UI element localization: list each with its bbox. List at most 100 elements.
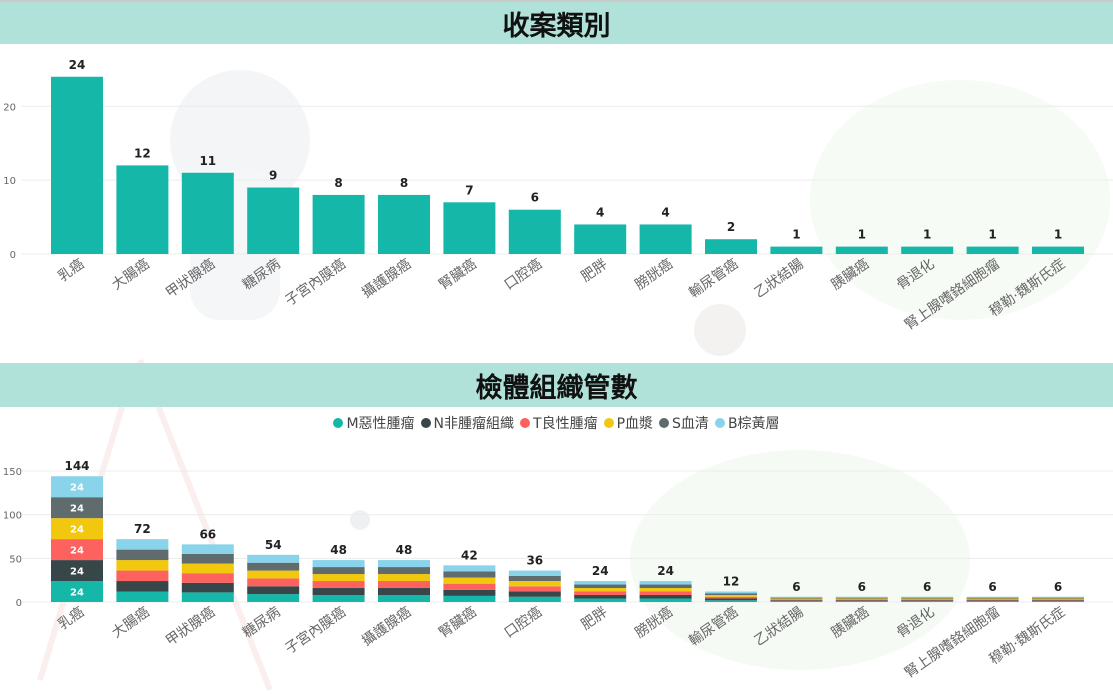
bar-segment <box>312 588 365 596</box>
bar <box>181 172 234 254</box>
bar-segment <box>639 581 692 585</box>
total-label: 6 <box>1054 580 1062 594</box>
bar-segment <box>705 595 757 597</box>
bar-segment <box>247 562 300 571</box>
bar <box>639 224 692 254</box>
x-tick-label: 腎臟癌 <box>436 256 480 293</box>
bar <box>1032 246 1084 254</box>
data-label: 1 <box>988 228 996 242</box>
bar-segment <box>1032 599 1084 601</box>
bar-segment <box>312 581 365 589</box>
legend-marker <box>603 418 614 428</box>
bar-segment <box>901 596 954 598</box>
bar-segment <box>508 586 561 592</box>
bar-segment <box>378 567 430 575</box>
bar-segment <box>639 595 692 599</box>
data-label: 9 <box>269 169 277 183</box>
data-label: 8 <box>334 176 342 190</box>
x-tick-label: 膀胱癌 <box>632 255 676 293</box>
data-label: 7 <box>465 183 473 197</box>
bar-segment <box>116 549 169 561</box>
bar-segment <box>770 598 823 600</box>
bar-segment <box>835 601 888 602</box>
bar-segment <box>312 567 365 575</box>
y-tick-label: 20 <box>3 102 16 113</box>
total-label: 6 <box>858 580 866 594</box>
bar-segment <box>835 600 888 602</box>
bar-segment <box>181 573 234 583</box>
bar <box>770 246 823 254</box>
data-label: 1 <box>1054 228 1062 242</box>
data-label: 11 <box>199 154 216 168</box>
data-label: 2 <box>727 220 735 234</box>
bar-segment <box>966 599 1019 601</box>
bar-segment <box>835 598 888 600</box>
legend-item[interactable]: P血漿 <box>603 413 654 433</box>
bar-segment <box>312 560 365 568</box>
x-tick-label: 大腸癌 <box>109 256 153 293</box>
cases-bar-chart: 0102024乳癌12大腸癌11甲狀腺癌9糖尿病8子宮內膜癌8攝護腺癌7腎臟癌6… <box>3 58 1113 334</box>
segment-label: 24 <box>70 567 84 578</box>
x-tick-label: 骨退化 <box>894 256 938 293</box>
legend-marker <box>659 418 670 428</box>
bar <box>312 194 365 254</box>
bar-segment <box>508 575 561 582</box>
bar-segment <box>508 570 561 576</box>
legend-label: P血漿 <box>616 416 654 432</box>
bar-segment <box>51 539 103 561</box>
data-label: 4 <box>596 205 604 219</box>
chart2-legend: M惡性腫瘤 N非腫瘤組織 T良性腫瘤 P血漿 S血清 B棕黃層 <box>0 413 1113 433</box>
bar-segment <box>966 598 1019 600</box>
bar-segment <box>1032 598 1084 600</box>
legend-label: B棕黃層 <box>727 416 780 432</box>
bar-segment <box>835 597 888 599</box>
bar-segment <box>181 544 234 554</box>
chart1-title-banner: 收案類別 <box>0 0 1113 44</box>
total-label: 144 <box>64 459 89 473</box>
bar-segment <box>966 601 1019 602</box>
bar-segment <box>181 553 234 564</box>
x-tick-label: 子宮內膜癌 <box>282 604 349 657</box>
bar-segment <box>443 565 496 572</box>
legend-item[interactable]: B棕黃層 <box>714 413 780 433</box>
chart2-title: 檢體組織管數 <box>475 372 638 404</box>
x-tick-label: 糖尿病 <box>240 256 284 293</box>
bar-segment <box>705 598 757 601</box>
data-label: 12 <box>134 146 151 160</box>
bar-segment <box>51 518 103 540</box>
bar-segment <box>835 596 888 598</box>
total-label: 72 <box>134 522 151 536</box>
legend-marker <box>333 418 344 428</box>
bar-segment <box>508 596 561 602</box>
bar-segment <box>116 581 169 592</box>
bar-segment <box>508 581 561 587</box>
legend-item[interactable]: M惡性腫瘤 <box>333 413 415 433</box>
bar <box>116 165 169 254</box>
bar-segment <box>181 582 234 593</box>
legend-item[interactable]: S血清 <box>659 413 709 433</box>
bar-segment <box>574 591 627 596</box>
x-tick-label: 大腸癌 <box>109 604 153 641</box>
x-tick-label: 膀胱癌 <box>632 603 676 641</box>
bar-segment <box>116 570 169 582</box>
x-tick-label: 肥胖 <box>578 604 610 633</box>
y-tick-label: 150 <box>3 467 22 478</box>
bar-segment <box>181 563 234 574</box>
bar-segment <box>705 591 757 594</box>
legend-label: T良性腫瘤 <box>533 416 598 432</box>
segment-label: 24 <box>70 504 84 515</box>
bar <box>966 246 1019 254</box>
legend-label: S血清 <box>672 416 709 432</box>
total-label: 6 <box>988 580 996 594</box>
bar <box>901 246 954 254</box>
x-tick-label: 口腔癌 <box>502 256 546 293</box>
bar-segment <box>378 574 430 582</box>
bar-segment <box>574 581 627 585</box>
segment-label: 24 <box>70 588 84 599</box>
bar <box>247 187 300 254</box>
bar-segment <box>901 598 954 600</box>
bar <box>705 239 757 254</box>
legend-item[interactable]: T良性腫瘤 <box>520 413 598 433</box>
total-label: 66 <box>199 527 216 541</box>
legend-item[interactable]: N非腫瘤組織 <box>420 413 514 433</box>
